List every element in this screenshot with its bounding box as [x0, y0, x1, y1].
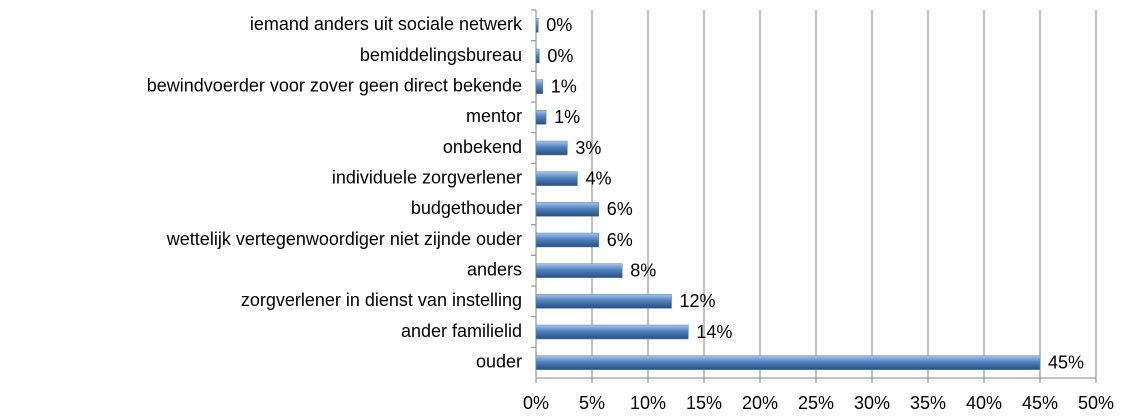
value-label: 6%: [607, 230, 633, 250]
y-tick-label: mentor: [466, 106, 522, 126]
y-tick-label: iemand anders uit sociale netwerk: [250, 14, 523, 34]
x-tick-label: 10%: [630, 393, 666, 413]
bar: [535, 232, 599, 248]
y-tick-label: zorgverlener in dienst van instelling: [241, 290, 522, 310]
value-label: 0%: [546, 15, 572, 35]
bar: [535, 48, 540, 64]
bar: [535, 140, 568, 156]
x-tick-label: 15%: [686, 393, 722, 413]
y-tick-label: budgethouder: [411, 198, 522, 218]
x-tick-label: 50%: [1078, 393, 1114, 413]
value-label: 14%: [696, 322, 732, 342]
x-tick-label: 5%: [579, 393, 605, 413]
y-tick-label: anders: [467, 259, 522, 279]
x-tick-label: 30%: [854, 393, 890, 413]
value-label: 1%: [554, 107, 580, 127]
bar: [535, 355, 1041, 370]
x-tick-label: 25%: [798, 393, 834, 413]
bar: [535, 171, 578, 186]
bar: [535, 110, 547, 125]
bar: [535, 18, 539, 33]
bar: [535, 263, 623, 278]
y-tick-label: onbekend: [443, 137, 522, 157]
y-tick-label: wettelijk vertegenwoordiger niet zijnde …: [166, 229, 522, 249]
x-tick-label: 35%: [910, 393, 946, 413]
x-tick-label: 20%: [742, 393, 778, 413]
value-label: 6%: [607, 199, 633, 219]
value-label: 45%: [1048, 352, 1084, 372]
bar: [535, 79, 543, 94]
x-tick-label: 0%: [523, 393, 549, 413]
y-tick-label: bewindvoerder voor zover geen direct bek…: [147, 75, 522, 95]
bar: [535, 324, 689, 340]
value-label: 4%: [585, 168, 611, 188]
x-tick-label: 40%: [966, 393, 1002, 413]
y-tick-label: ouder: [476, 351, 522, 371]
y-tick-label: individuele zorgverlener: [332, 167, 522, 187]
bar: [535, 202, 599, 217]
value-label: 12%: [680, 291, 716, 311]
bar: [535, 294, 672, 309]
value-label: 1%: [551, 76, 577, 96]
value-label: 0%: [547, 46, 573, 66]
y-tick-label: ander familielid: [401, 321, 522, 341]
x-tick-label: 45%: [1022, 393, 1058, 413]
value-label: 3%: [575, 138, 601, 158]
value-label: 8%: [630, 260, 656, 280]
y-tick-label: bemiddelingsbureau: [360, 45, 522, 65]
